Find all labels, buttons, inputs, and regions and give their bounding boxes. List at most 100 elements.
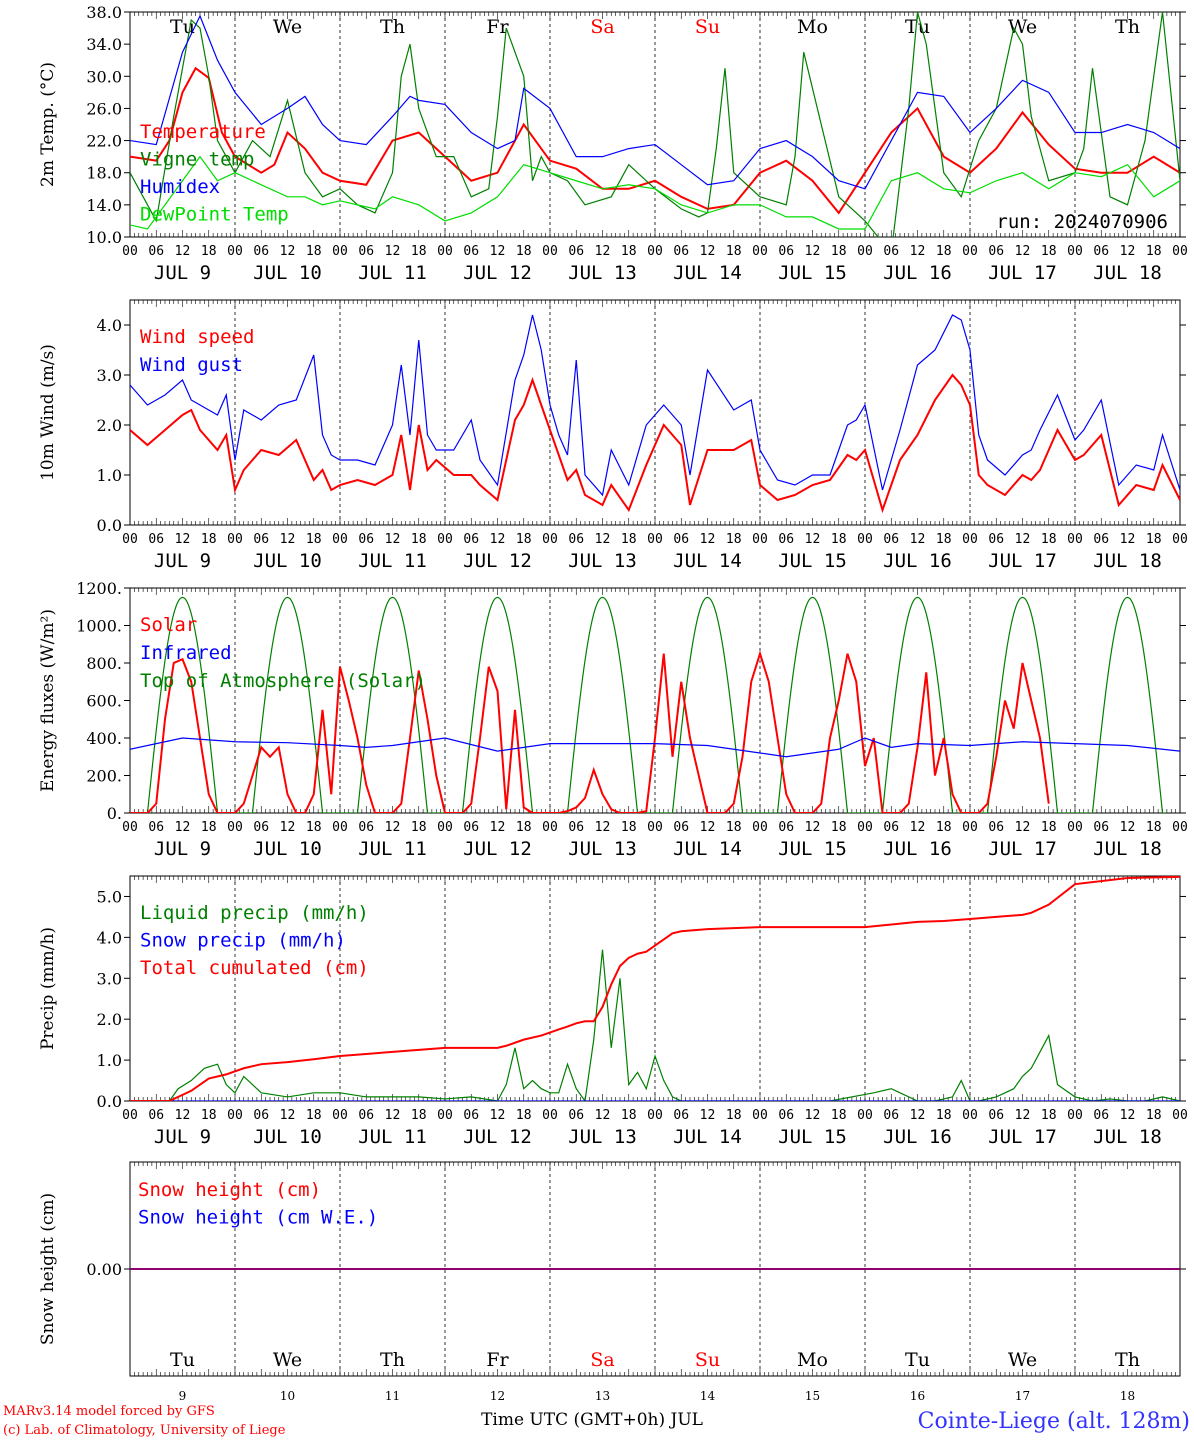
series-humidex (130, 14, 1180, 190)
hour-label: 18 (411, 820, 427, 835)
day-abbr: We (1008, 16, 1037, 38)
hour-label: 18 (411, 1108, 427, 1123)
hour-label: 00 (332, 820, 348, 835)
hour-label: 12 (385, 1108, 401, 1123)
day-abbr: Th (1115, 1349, 1140, 1371)
hour-label: 18 (516, 532, 532, 547)
hour-label: 06 (988, 532, 1004, 547)
series-solar (130, 650, 1050, 813)
hour-label: 00 (1067, 820, 1083, 835)
day-abbr: Fr (486, 16, 509, 38)
hour-label: 00 (542, 532, 558, 547)
day-number: 15 (805, 1389, 820, 1403)
hour-label: 00 (857, 1108, 873, 1123)
y-tick-label: 400. (86, 729, 122, 748)
day-number: 9 (179, 1389, 187, 1403)
date-label: JUL 10 (253, 838, 322, 860)
hour-label: 18 (516, 820, 532, 835)
hour-label: 12 (1015, 820, 1031, 835)
day-abbr: We (273, 1349, 302, 1371)
hour-label: 18 (516, 244, 532, 259)
date-label: JUL 11 (358, 838, 427, 860)
hour-label: 12 (280, 244, 296, 259)
y-axis-label: Energy fluxes (W/m²) (38, 609, 58, 792)
hour-label: 06 (883, 1108, 899, 1123)
series-total-cumulated-cm- (130, 876, 1180, 1101)
run-annotation: run: 2024070906 (996, 211, 1168, 233)
hour-label: 00 (962, 1108, 978, 1123)
hour-label: 00 (647, 244, 663, 259)
day-abbr: Th (380, 1349, 405, 1371)
hour-label: 12 (490, 244, 506, 259)
date-label: JUL 15 (778, 262, 847, 284)
hour-label: 00 (1067, 244, 1083, 259)
date-label: JUL 12 (463, 550, 532, 572)
hour-label: 18 (201, 244, 217, 259)
hour-label: 12 (1120, 1108, 1136, 1123)
date-label: JUL 17 (988, 838, 1057, 860)
hour-label: 06 (568, 820, 584, 835)
legend-entry: Snow precip (mm/h) (140, 930, 346, 952)
date-label: JUL 15 (778, 838, 847, 860)
series-infrared (130, 737, 1180, 758)
hour-label: 06 (463, 244, 479, 259)
hour-label: 12 (280, 820, 296, 835)
hour-label: 12 (595, 820, 611, 835)
date-label: JUL 9 (154, 550, 211, 572)
legend-entry: Infrared (140, 642, 232, 664)
hour-label: 12 (175, 244, 191, 259)
day-abbr: Su (695, 16, 720, 38)
day-abbr: Th (1115, 16, 1140, 38)
hour-label: 00 (437, 244, 453, 259)
hour-label: 18 (621, 244, 637, 259)
legend-entry: Wind speed (140, 326, 254, 348)
day-abbr: Sa (590, 1349, 614, 1371)
hour-label: 12 (910, 532, 926, 547)
y-tick-label: 0. (107, 804, 122, 823)
hour-label: 06 (358, 244, 374, 259)
hour-label: 12 (805, 1108, 821, 1123)
hour-label: 18 (936, 1108, 952, 1123)
day-number: 16 (910, 1389, 925, 1403)
hour-label: 18 (621, 1108, 637, 1123)
legend-entry: DewPoint Temp (140, 204, 289, 226)
y-tick-label: 26.0 (86, 99, 122, 118)
hour-label: 12 (910, 244, 926, 259)
y-tick-label: 5.0 (97, 887, 122, 906)
legend-entry: Snow height (cm W.E.) (138, 1207, 378, 1229)
hour-label: 06 (778, 1108, 794, 1123)
hour-label: 12 (910, 1108, 926, 1123)
hour-label: 18 (201, 532, 217, 547)
hour-label: 12 (700, 820, 716, 835)
hour-label: 18 (831, 244, 847, 259)
hour-label: 00 (1067, 532, 1083, 547)
day-abbr: Mo (797, 16, 828, 38)
date-label: JUL 10 (253, 550, 322, 572)
hour-label: 00 (122, 244, 138, 259)
hour-label: 12 (595, 244, 611, 259)
hour-label: 06 (148, 1108, 164, 1123)
day-abbr: Sa (590, 16, 614, 38)
hour-label: 12 (385, 532, 401, 547)
date-label: JUL 9 (154, 838, 211, 860)
hour-label: 06 (883, 244, 899, 259)
hour-label: 12 (175, 532, 191, 547)
hour-label: 06 (673, 244, 689, 259)
hour-label: 18 (411, 532, 427, 547)
hour-label: 12 (1015, 1108, 1031, 1123)
credit-line-1: MARv3.14 model forced by GFS (3, 1404, 215, 1419)
series-top-of-atmosphere (143, 596, 1167, 813)
day-number: 10 (280, 1389, 295, 1403)
hour-label: 12 (280, 1108, 296, 1123)
date-label: JUL 13 (568, 838, 637, 860)
hour-label: 12 (595, 532, 611, 547)
hour-label: 06 (778, 244, 794, 259)
hour-label: 00 (647, 820, 663, 835)
date-label: JUL 13 (568, 1126, 637, 1148)
hour-label: 18 (306, 1108, 322, 1123)
hour-label: 06 (778, 532, 794, 547)
hour-label: 12 (805, 244, 821, 259)
date-label: JUL 16 (883, 550, 952, 572)
panel-1: 10.0 14.0 18.0 22.0 26.0 30.0 34.0 38.0 2m Temp.… (38, 3, 1188, 284)
hour-label: 12 (490, 1108, 506, 1123)
